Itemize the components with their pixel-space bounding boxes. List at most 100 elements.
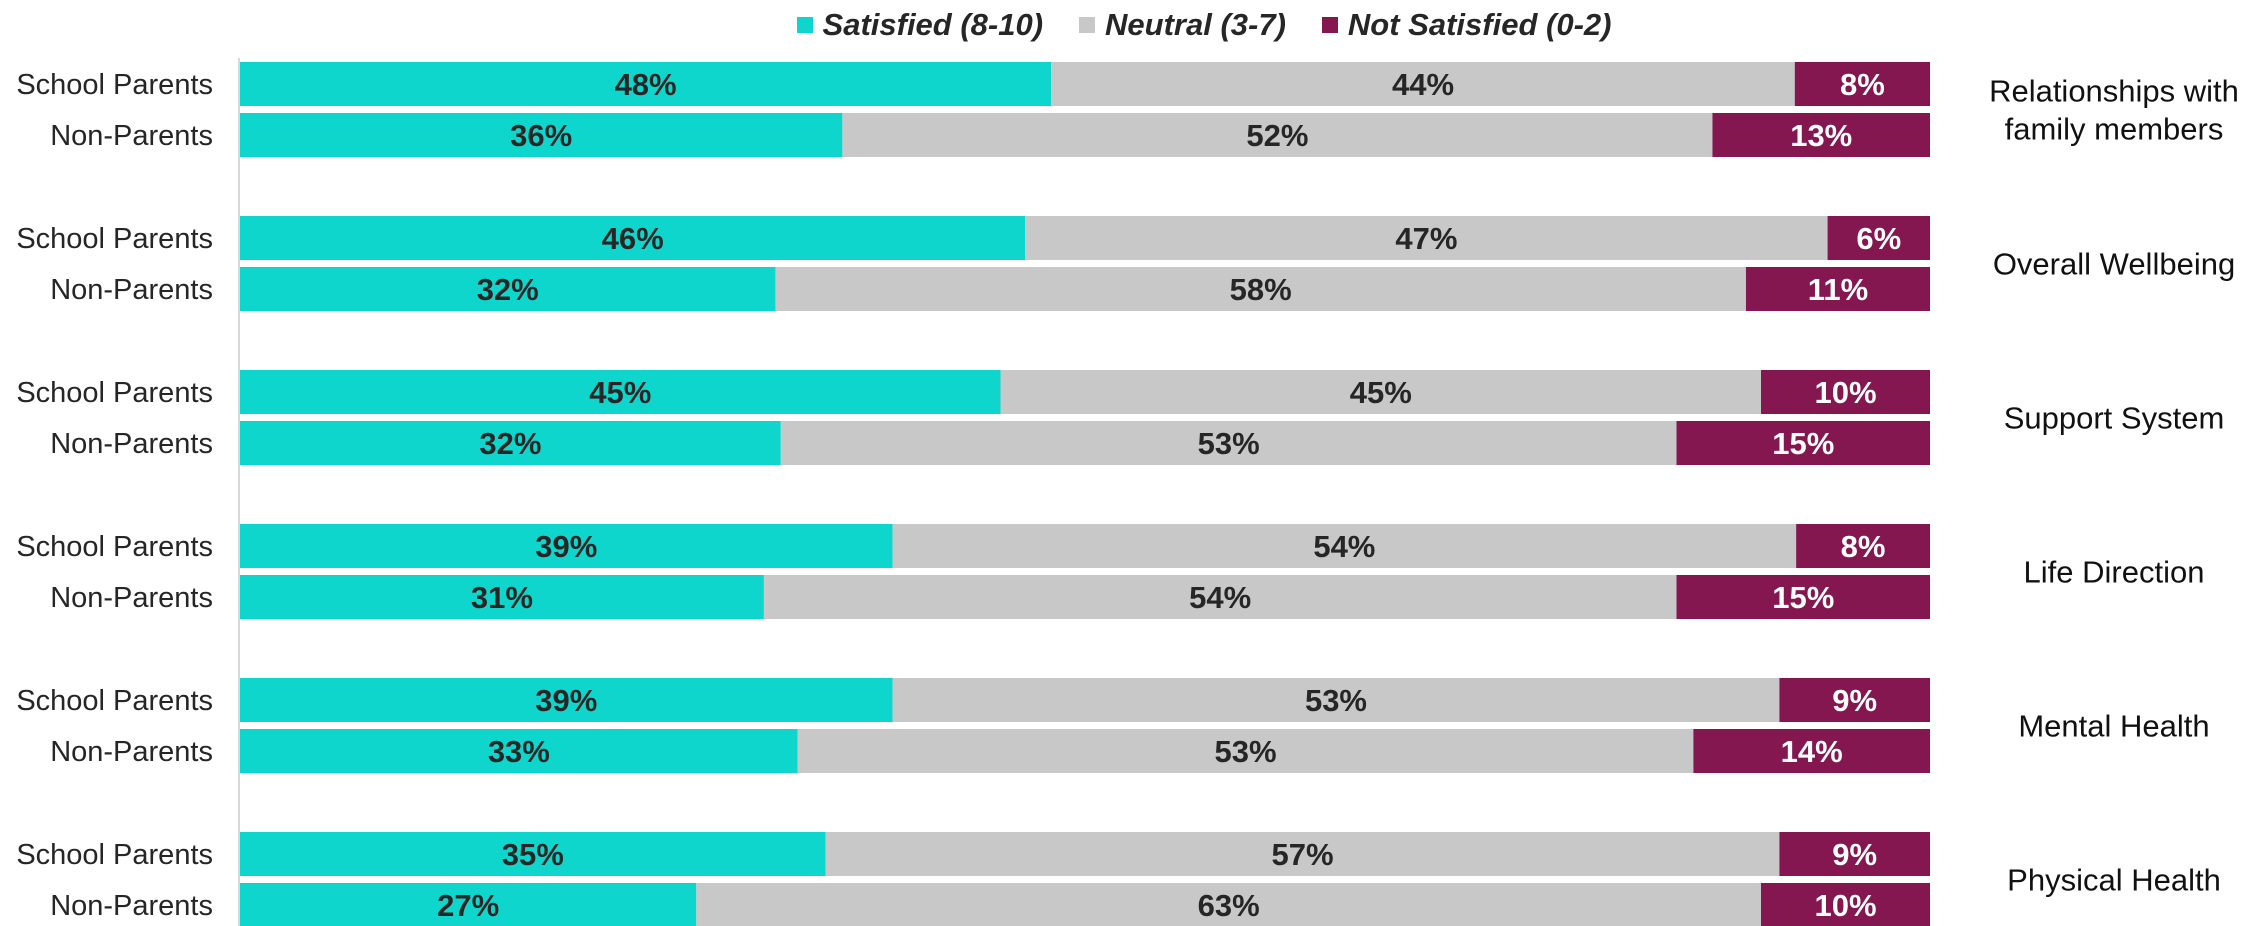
bar-segment-overall-wellbeing-non-parents-not-satisfied-0-2 — [1745, 267, 1930, 311]
row-label-relationships-with-family-members-non-parents: Non-Parents — [50, 120, 213, 152]
data-label-physical-health-non-parents-neutral-3-7: 63% — [1198, 888, 1260, 923]
row-label-support-system-non-parents: Non-Parents — [50, 428, 213, 460]
bar-segment-mental-health-school-parents-neutral-3-7 — [892, 678, 1780, 722]
data-label-life-direction-non-parents-neutral-3-7: 54% — [1189, 580, 1251, 615]
bar-segment-support-system-non-parents-neutral-3-7 — [780, 421, 1677, 465]
data-label-physical-health-school-parents-not-satisfied-0-2: 9% — [1832, 837, 1877, 872]
data-label-support-system-school-parents-satisfied-8-10: 45% — [589, 375, 651, 410]
bar-segment-support-system-school-parents-satisfied-8-10 — [240, 370, 1001, 414]
bar-segment-relationships-with-family-members-non-parents-satisfied-8-10 — [240, 113, 843, 157]
bar-segment-overall-wellbeing-school-parents-not-satisfied-0-2 — [1827, 216, 1930, 260]
bar-segment-mental-health-school-parents-not-satisfied-0-2 — [1779, 678, 1930, 722]
data-label-life-direction-school-parents-neutral-3-7: 54% — [1313, 529, 1375, 564]
data-label-mental-health-non-parents-not-satisfied-0-2: 14% — [1781, 734, 1843, 769]
bar-segment-support-system-non-parents-not-satisfied-0-2 — [1676, 421, 1930, 465]
bar-segment-overall-wellbeing-non-parents-neutral-3-7 — [775, 267, 1746, 311]
bar-segment-relationships-with-family-members-school-parents-not-satisfied-0-2 — [1794, 62, 1930, 106]
legend-item-neutral: Neutral (3-7) — [1079, 7, 1286, 43]
data-label-relationships-with-family-members-non-parents-satisfied-8-10: 36% — [510, 118, 572, 153]
bar-segment-overall-wellbeing-school-parents-satisfied-8-10 — [240, 216, 1026, 260]
bar-segment-life-direction-non-parents-satisfied-8-10 — [240, 575, 764, 619]
bar-segment-physical-health-school-parents-satisfied-8-10 — [240, 832, 826, 876]
data-label-physical-health-non-parents-not-satisfied-0-2: 10% — [1814, 888, 1876, 923]
data-label-support-system-non-parents-satisfied-8-10: 32% — [479, 426, 541, 461]
row-label-overall-wellbeing-non-parents: Non-Parents — [50, 274, 213, 306]
category-label-support-system: Support System — [2004, 401, 2225, 436]
bar-segment-physical-health-school-parents-neutral-3-7 — [825, 832, 1780, 876]
row-label-overall-wellbeing-school-parents: School Parents — [16, 223, 213, 255]
legend-swatch-satisfied — [796, 17, 813, 33]
category-label-physical-health: Physical Health — [2007, 863, 2221, 898]
data-label-life-direction-non-parents-satisfied-8-10: 31% — [471, 580, 533, 615]
legend-label-neutral: Neutral (3-7) — [1105, 7, 1286, 42]
data-label-relationships-with-family-members-school-parents-satisfied-8-10: 48% — [615, 67, 677, 102]
data-label-mental-health-school-parents-not-satisfied-0-2: 9% — [1832, 683, 1877, 718]
legend-item-not-satisfied: Not Satisfied (0-2) — [1321, 7, 1612, 43]
bar-segment-relationships-with-family-members-school-parents-neutral-3-7 — [1051, 62, 1795, 106]
legend-label-not-satisfied: Not Satisfied (0-2) — [1347, 7, 1612, 42]
legend-item-satisfied: Satisfied (8-10) — [796, 7, 1044, 43]
bar-segment-physical-health-school-parents-not-satisfied-0-2 — [1779, 832, 1930, 876]
bar-segment-life-direction-school-parents-satisfied-8-10 — [240, 524, 893, 568]
bar-segment-overall-wellbeing-non-parents-satisfied-8-10 — [240, 267, 776, 311]
data-label-relationships-with-family-members-non-parents-neutral-3-7: 52% — [1246, 118, 1308, 153]
data-label-relationships-with-family-members-non-parents-not-satisfied-0-2: 13% — [1790, 118, 1852, 153]
data-label-life-direction-school-parents-not-satisfied-0-2: 8% — [1841, 529, 1886, 564]
data-label-mental-health-school-parents-satisfied-8-10: 39% — [535, 683, 597, 718]
data-label-support-system-non-parents-not-satisfied-0-2: 15% — [1772, 426, 1834, 461]
data-label-overall-wellbeing-school-parents-satisfied-8-10: 46% — [602, 221, 664, 256]
bar-segment-life-direction-school-parents-neutral-3-7 — [892, 524, 1797, 568]
row-label-mental-health-non-parents: Non-Parents — [50, 736, 213, 768]
data-label-support-system-non-parents-neutral-3-7: 53% — [1198, 426, 1260, 461]
bar-segment-life-direction-school-parents-not-satisfied-0-2 — [1796, 524, 1930, 568]
data-label-mental-health-school-parents-neutral-3-7: 53% — [1305, 683, 1367, 718]
bar-segment-relationships-with-family-members-non-parents-not-satisfied-0-2 — [1712, 113, 1930, 157]
bar-segment-mental-health-non-parents-neutral-3-7 — [797, 729, 1694, 773]
bar-segment-life-direction-non-parents-neutral-3-7 — [763, 575, 1677, 619]
row-label-physical-health-non-parents: Non-Parents — [50, 890, 213, 922]
data-label-support-system-school-parents-not-satisfied-0-2: 10% — [1814, 375, 1876, 410]
data-label-physical-health-school-parents-neutral-3-7: 57% — [1272, 837, 1334, 872]
bar-segment-support-system-school-parents-neutral-3-7 — [1000, 370, 1761, 414]
data-label-overall-wellbeing-non-parents-not-satisfied-0-2: 11% — [1808, 272, 1868, 307]
data-label-physical-health-school-parents-satisfied-8-10: 35% — [502, 837, 564, 872]
category-label-life-direction: Life Direction — [2024, 555, 2205, 590]
bar-segment-support-system-non-parents-satisfied-8-10 — [240, 421, 781, 465]
data-label-mental-health-non-parents-satisfied-8-10: 33% — [488, 734, 550, 769]
category-label-relationships-with-family-members-line-1: Relationships with — [1989, 74, 2239, 109]
row-label-life-direction-non-parents: Non-Parents — [50, 582, 213, 614]
legend-swatch-neutral — [1079, 17, 1096, 33]
legend-swatch-not-satisfied — [1321, 17, 1338, 33]
category-label-overall-wellbeing: Overall Wellbeing — [1993, 247, 2235, 282]
bar-segment-physical-health-non-parents-neutral-3-7 — [696, 883, 1761, 926]
bar-segment-mental-health-non-parents-satisfied-8-10 — [240, 729, 798, 773]
row-label-relationships-with-family-members-school-parents: School Parents — [16, 69, 213, 101]
data-label-support-system-school-parents-neutral-3-7: 45% — [1350, 375, 1412, 410]
category-label-mental-health: Mental Health — [2018, 709, 2209, 744]
data-label-life-direction-non-parents-not-satisfied-0-2: 15% — [1772, 580, 1834, 615]
legend-label-satisfied: Satisfied (8-10) — [822, 7, 1044, 42]
data-label-life-direction-school-parents-satisfied-8-10: 39% — [535, 529, 597, 564]
category-label-relationships-with-family-members-line-2: family members — [2005, 112, 2224, 147]
row-label-mental-health-school-parents: School Parents — [16, 685, 213, 717]
data-label-overall-wellbeing-non-parents-neutral-3-7: 58% — [1230, 272, 1292, 307]
data-label-physical-health-non-parents-satisfied-8-10: 27% — [437, 888, 499, 923]
data-label-mental-health-non-parents-neutral-3-7: 53% — [1215, 734, 1277, 769]
bar-segment-mental-health-non-parents-not-satisfied-0-2 — [1693, 729, 1930, 773]
chart-legend: Satisfied (8-10) Neutral (3-7) Not Satis… — [0, 0, 2268, 50]
bar-segment-mental-health-school-parents-satisfied-8-10 — [240, 678, 893, 722]
bar-segment-relationships-with-family-members-school-parents-satisfied-8-10 — [240, 62, 1052, 106]
bar-segment-relationships-with-family-members-non-parents-neutral-3-7 — [842, 113, 1713, 157]
data-label-relationships-with-family-members-school-parents-neutral-3-7: 44% — [1392, 67, 1454, 102]
bar-segment-life-direction-non-parents-not-satisfied-0-2 — [1676, 575, 1930, 619]
data-label-relationships-with-family-members-school-parents-not-satisfied-0-2: 8% — [1840, 67, 1885, 102]
data-label-overall-wellbeing-school-parents-neutral-3-7: 47% — [1395, 221, 1457, 256]
bar-segment-physical-health-non-parents-not-satisfied-0-2 — [1761, 883, 1930, 926]
bar-segment-physical-health-non-parents-satisfied-8-10 — [240, 883, 697, 926]
data-label-overall-wellbeing-school-parents-not-satisfied-0-2: 6% — [1856, 221, 1901, 256]
data-label-overall-wellbeing-non-parents-satisfied-8-10: 32% — [477, 272, 539, 307]
bar-segment-overall-wellbeing-school-parents-neutral-3-7 — [1025, 216, 1828, 260]
row-label-physical-health-school-parents: School Parents — [16, 839, 213, 871]
row-label-life-direction-school-parents: School Parents — [16, 531, 213, 563]
